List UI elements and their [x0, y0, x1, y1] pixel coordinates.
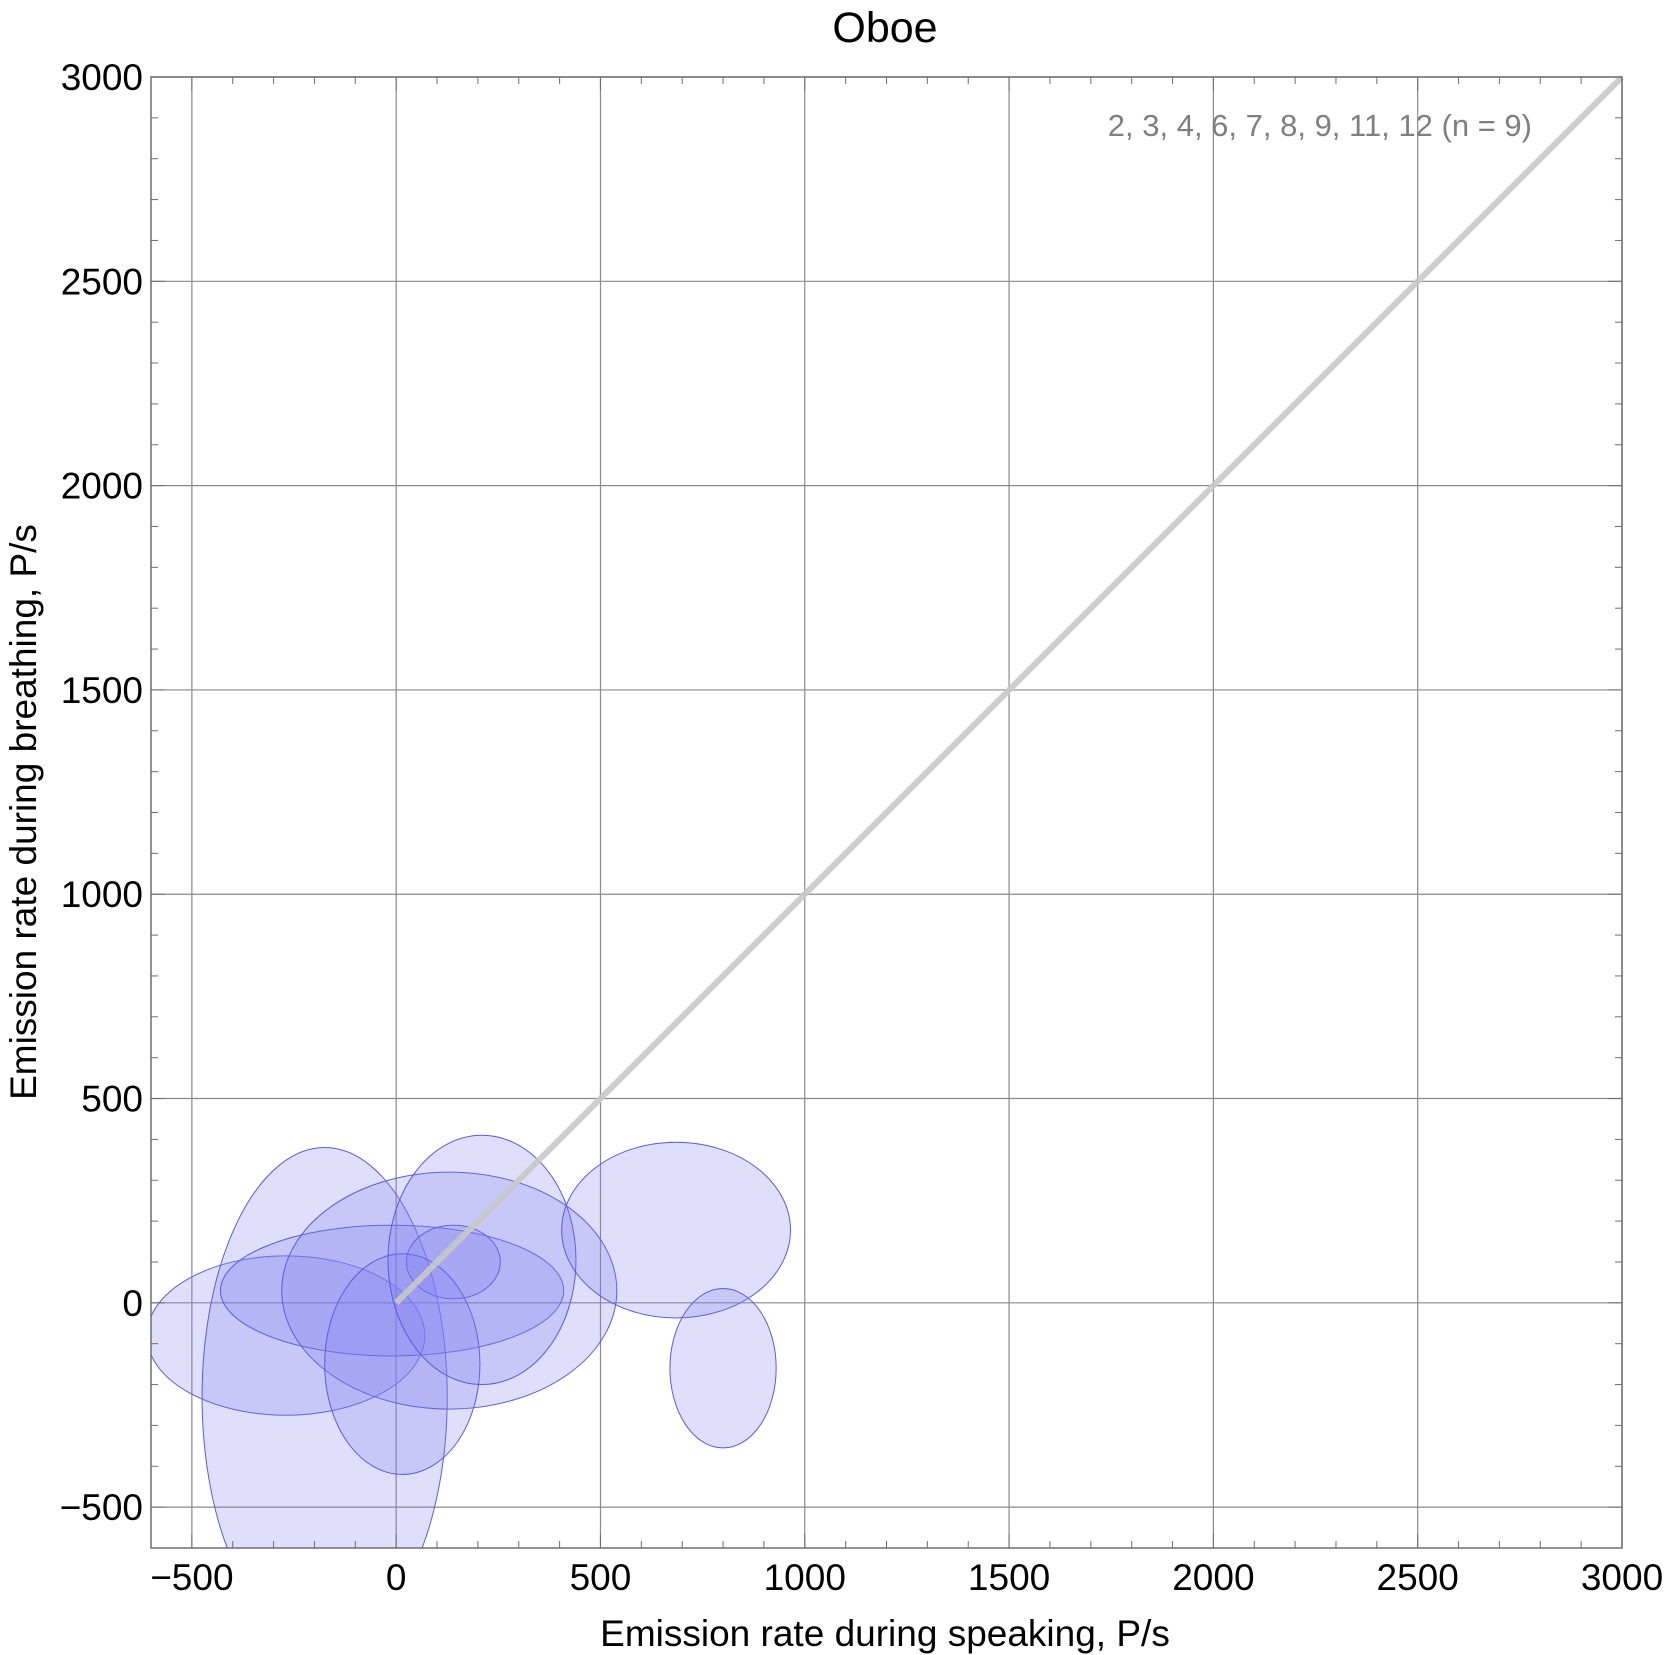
- chart-title: Oboe: [832, 4, 937, 52]
- x-tick-label: 3000: [1581, 1557, 1663, 1598]
- y-tick-label: 1000: [61, 874, 143, 915]
- grid-lines: [151, 76, 1623, 1548]
- y-tick-label: 2000: [61, 466, 143, 507]
- ellipse-mark: [561, 1141, 791, 1319]
- ellipse-mark: [387, 1134, 577, 1386]
- identity-line: [394, 74, 1625, 1305]
- x-axis-title: Emission rate during speaking, P/s: [600, 1613, 1170, 1654]
- y-tick-label: −500: [60, 1487, 143, 1528]
- y-tick-label: 500: [81, 1079, 143, 1120]
- ellipses: [151, 1134, 791, 1548]
- y-tick-labels: −500 0 500 1000 1500 2000 2500 3000: [60, 57, 143, 1528]
- y-tick-label: 2500: [61, 261, 143, 302]
- ellipse-mark: [405, 1224, 501, 1300]
- x-tick-label: 500: [570, 1557, 632, 1598]
- y-tick-label: 3000: [61, 57, 143, 98]
- x-tick-labels: −500 0 500 1000 1500 2000 2500 3000: [150, 1557, 1663, 1598]
- x-tick-label: 2000: [1172, 1557, 1254, 1598]
- ellipse-mark: [669, 1288, 777, 1449]
- x-tick-label: 1000: [764, 1557, 846, 1598]
- minor-ticks: [150, 76, 1623, 1549]
- ellipse-mark: [151, 1255, 426, 1416]
- x-tick-label: −500: [150, 1557, 233, 1598]
- ellipse-mark: [324, 1253, 481, 1475]
- x-tick-label: 2500: [1377, 1557, 1459, 1598]
- y-axis-title: Emission rate during breathing, P/s: [3, 524, 44, 1100]
- annotation: 2, 3, 4, 6, 7, 8, 9, 11, 12 (n = 9): [1108, 108, 1532, 143]
- y-tick-label: 0: [122, 1283, 143, 1324]
- x-tick-label: 0: [386, 1557, 407, 1598]
- y-tick-label: 1500: [61, 670, 143, 711]
- ellipse-mark: [281, 1171, 618, 1410]
- x-tick-label: 1500: [968, 1557, 1050, 1598]
